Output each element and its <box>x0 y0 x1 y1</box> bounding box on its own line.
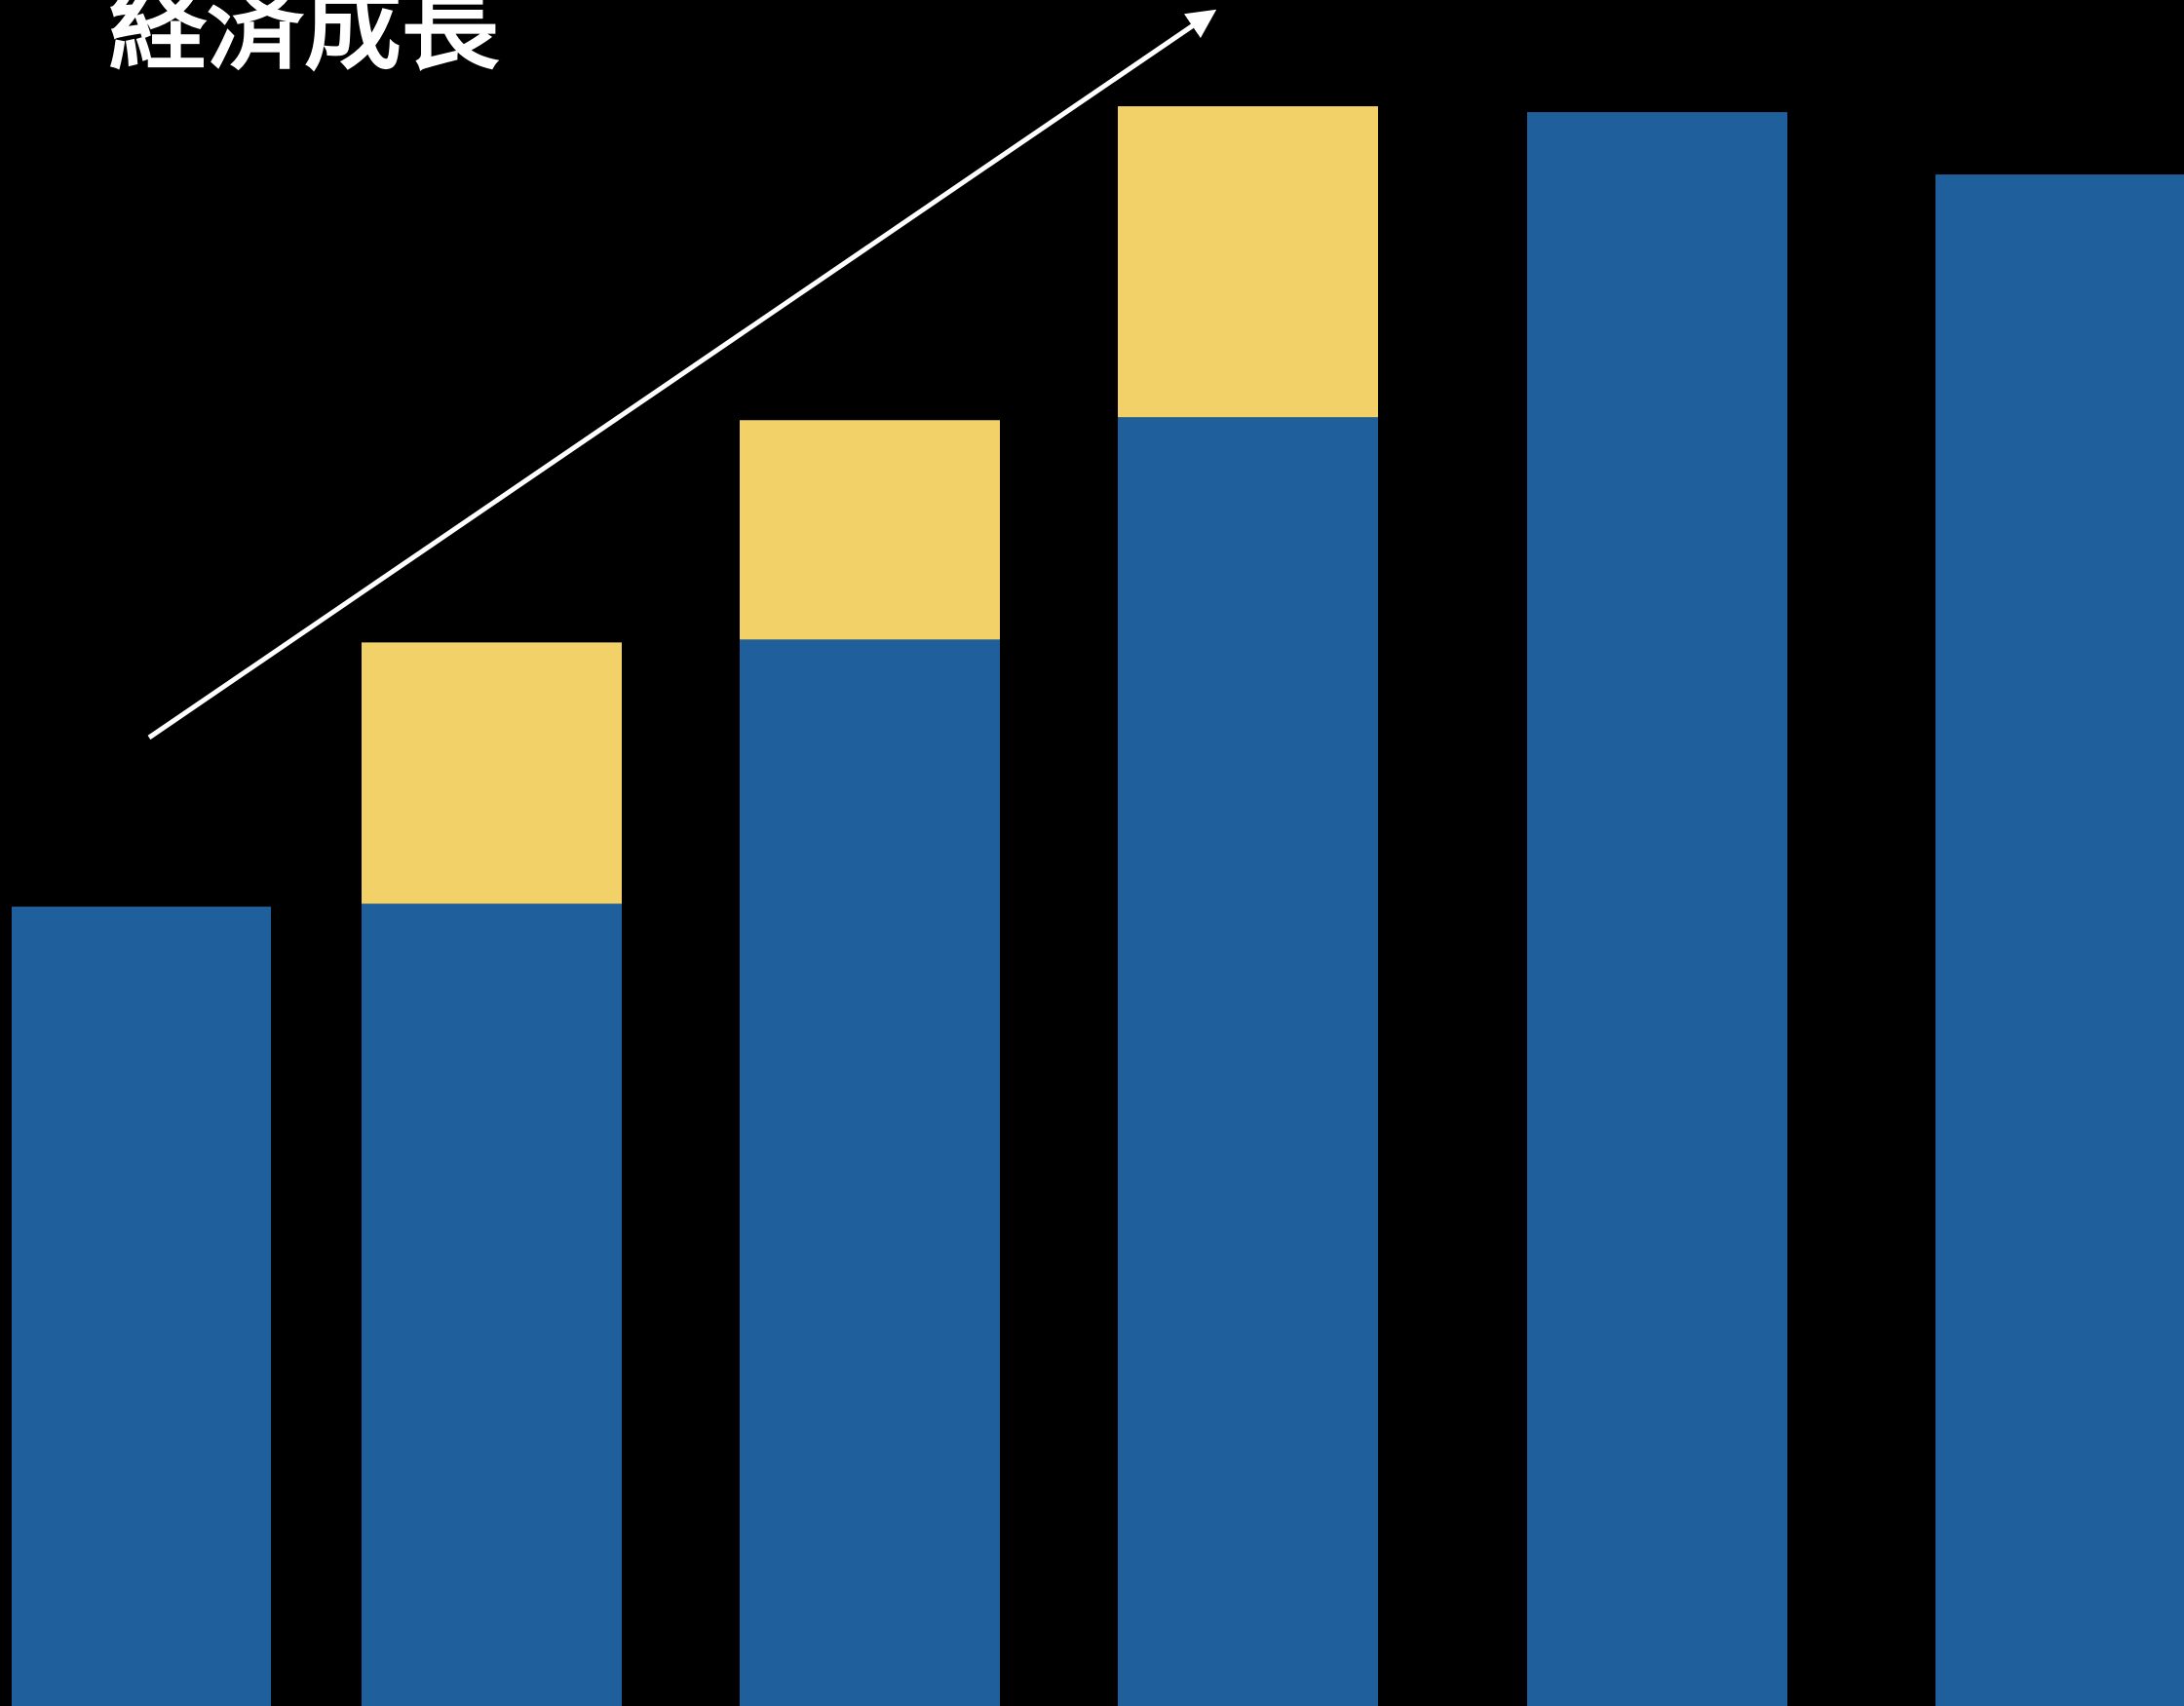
bar-4-segment-1 <box>1118 417 1378 1706</box>
bar-5-segment-1 <box>1527 112 1787 1706</box>
bar-4-segment-2 <box>1118 106 1378 418</box>
bar-6-segment-1 <box>1935 174 2184 1706</box>
bar-2-segment-1 <box>362 903 622 1706</box>
chart-title: 経済成長 <box>109 0 500 84</box>
bar-group <box>12 106 2184 1706</box>
bar-3-segment-1 <box>740 639 1000 1706</box>
bar-3-segment-2 <box>740 420 1000 640</box>
trend-arrow <box>147 9 1217 740</box>
bar-1-segment-1 <box>12 906 271 1706</box>
bar-2-segment-2 <box>362 642 622 904</box>
